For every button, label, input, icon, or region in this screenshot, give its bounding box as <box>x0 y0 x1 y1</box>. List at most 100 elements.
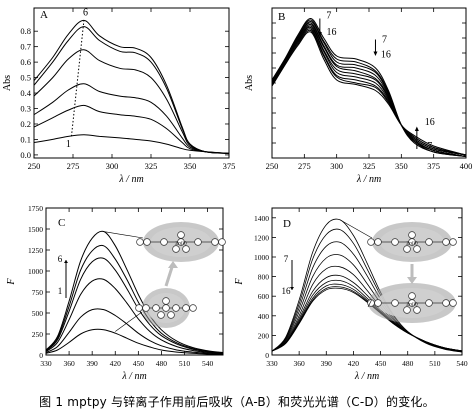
ring <box>391 299 399 307</box>
curve-number-label: 6 <box>58 254 63 264</box>
series-line <box>271 28 467 156</box>
curve-number-label: 7 <box>326 11 331 22</box>
y-tick-label: 0.8 <box>20 26 31 36</box>
x-tick-label: 330 <box>40 359 52 368</box>
y-tick-label: 0 <box>265 351 269 360</box>
x-tick-label: 510 <box>179 359 191 368</box>
y-tick-label: 0.0 <box>20 150 31 160</box>
chart-panel-c: 330 360 390 420 450 480 510 540 0 250 500 750 1000 12… <box>6 204 226 382</box>
ring <box>172 304 180 312</box>
ring <box>211 238 219 246</box>
series-line <box>271 18 467 157</box>
y-axis-label: Abs <box>244 75 255 91</box>
y-axis-label: F <box>6 278 17 286</box>
zn-label: Zn(II) <box>406 241 418 247</box>
ring <box>425 299 433 307</box>
arrow-head <box>290 287 294 290</box>
ring <box>408 231 416 239</box>
ring <box>182 245 190 253</box>
x-tick-label: 510 <box>429 359 441 368</box>
curve-number-label: 1 <box>66 139 71 150</box>
series-line <box>45 230 224 354</box>
y-tick-label: 250 <box>32 330 44 339</box>
plot-frame <box>33 7 230 159</box>
x-tick-label: 480 <box>402 359 414 368</box>
curve-number-label: 1 <box>58 286 63 296</box>
series-line <box>271 31 467 156</box>
ring <box>152 304 160 312</box>
series-line <box>33 19 230 154</box>
x-tick-label: 275 <box>298 161 311 171</box>
series-line <box>45 278 224 354</box>
series-line <box>45 328 224 355</box>
y-tick-label: 1200 <box>254 233 269 242</box>
zn-label: Zn(II) <box>406 302 418 308</box>
arrow-head <box>64 260 68 263</box>
chart-panel-b: 250 275 300 325 350 375 400 λ / nm Abs B 7 16 7 16 16 7 <box>244 7 473 185</box>
series-line <box>33 104 230 154</box>
ring <box>442 299 450 307</box>
y-tick-label: 0.7 <box>20 42 31 52</box>
series-line <box>271 23 467 157</box>
pointer-line <box>339 219 373 239</box>
molecule-structure: Zn(II) <box>367 292 457 314</box>
y-tick-label: 0.2 <box>20 119 31 129</box>
trend-dotted-line <box>70 20 85 137</box>
ring <box>136 238 144 246</box>
y-axis-label: F <box>234 278 245 286</box>
arrow-head <box>414 126 419 131</box>
x-tick-label: 350 <box>184 161 197 171</box>
x-tick-label: 325 <box>363 161 376 171</box>
y-tick-label: 600 <box>258 292 270 301</box>
series-line <box>33 26 230 154</box>
ring <box>413 245 421 253</box>
series-line <box>33 83 230 154</box>
ring <box>449 299 457 307</box>
y-tick-label: 1500 <box>28 225 43 234</box>
molecule-structure <box>135 297 197 319</box>
series-line <box>45 244 224 354</box>
ring <box>135 304 143 312</box>
y-tick-label: 1400 <box>254 214 269 223</box>
series-line <box>45 308 224 355</box>
ring <box>367 238 375 246</box>
ring <box>449 238 457 246</box>
transform-arrow-head <box>407 277 417 284</box>
x-tick-label: 400 <box>460 161 473 171</box>
figure-caption: 图 1 mptpy 与锌离子作用前后吸收（A-B）和荧光光谱（C-D）的变化。 <box>39 395 435 409</box>
x-tick-label: 250 <box>266 161 279 171</box>
curve-number-label: 7 <box>382 35 387 46</box>
y-tick-label: 1750 <box>28 204 43 213</box>
panel-label: D <box>283 218 291 230</box>
series-line <box>271 26 467 156</box>
y-tick-label: 500 <box>32 309 44 318</box>
y-tick-label: 800 <box>258 273 270 282</box>
ring <box>142 304 150 312</box>
x-tick-label: 350 <box>395 161 408 171</box>
y-tick-label: 200 <box>258 331 270 340</box>
series-line <box>45 257 224 354</box>
x-tick-label: 450 <box>133 359 145 368</box>
x-tick-label: 480 <box>156 359 168 368</box>
ring <box>408 292 416 300</box>
x-tick-label: 330 <box>266 359 278 368</box>
ring <box>391 238 399 246</box>
pointer-line <box>367 299 372 308</box>
curve-number-label: 16 <box>282 286 292 296</box>
x-tick-label: 275 <box>67 161 80 171</box>
series-line <box>33 134 230 154</box>
y-tick-label: 750 <box>32 288 44 297</box>
y-tick-label: 1000 <box>254 253 269 262</box>
ring <box>143 238 151 246</box>
pointer-line <box>115 311 143 332</box>
curve-number-label: 16 <box>381 50 391 61</box>
y-tick-label: 0.1 <box>20 134 31 144</box>
curve-number-label: 7 <box>427 141 432 152</box>
y-tick-label: 0.3 <box>20 104 31 114</box>
series-line <box>271 287 463 352</box>
ring <box>374 299 382 307</box>
ring <box>162 304 170 312</box>
panel-label: A <box>40 9 48 21</box>
chart-panel-a: 250 275 300 325 350 375 0.0 0.1 0.2 0.3 0.4 0.5 0.6 0… <box>2 7 235 185</box>
plot-frame <box>271 207 463 356</box>
